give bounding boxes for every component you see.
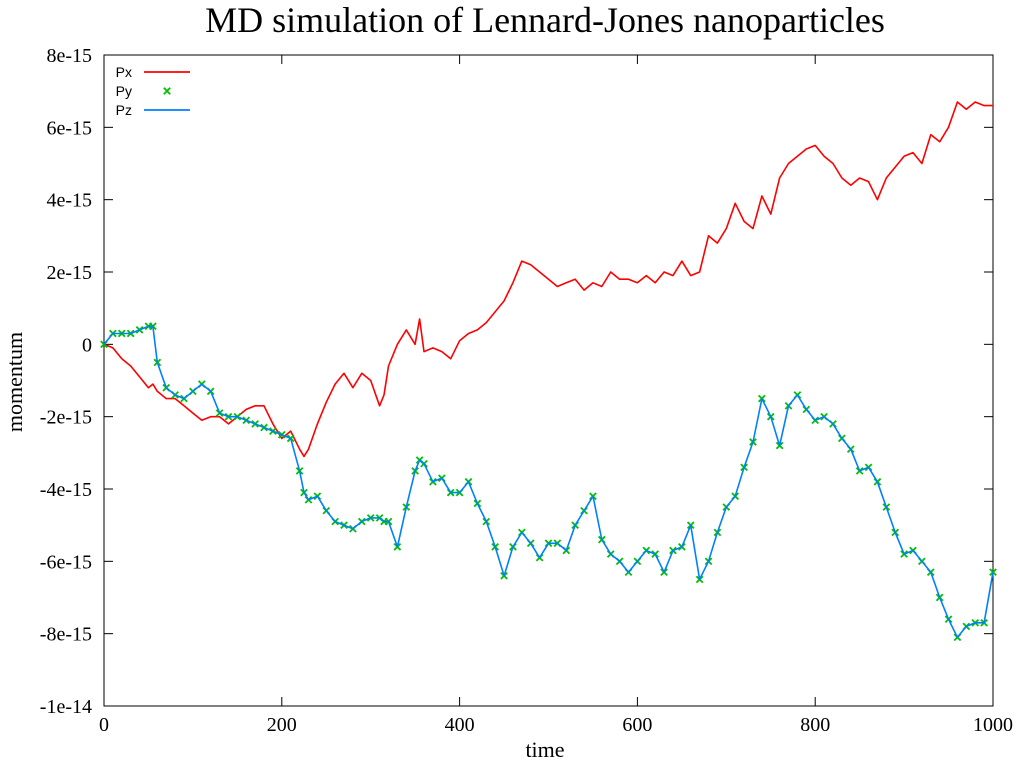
x-tick-label: 1000: [973, 714, 1013, 736]
y-tick-label: -6e-15: [40, 551, 92, 573]
y-tick-label: -4e-15: [40, 479, 92, 501]
y-tick-label: -2e-15: [40, 407, 92, 429]
series-pz: [103, 325, 994, 639]
x-axis-ticks: 0 200 400 600 800 1000: [99, 55, 1013, 736]
legend-label-px: Px: [116, 64, 132, 80]
series-px-line: [103, 101, 993, 458]
x-tick-label: 600: [622, 714, 652, 736]
x-tick-label: 800: [800, 714, 830, 736]
chart-title: MD simulation of Lennard-Jones nanoparti…: [205, 0, 885, 40]
series-px: [103, 101, 993, 458]
series-py-point: [989, 568, 997, 577]
y-tick-label: -1e-14: [40, 696, 92, 718]
y-axis-label: momentum: [2, 332, 27, 432]
y-tick-label: -8e-15: [40, 624, 92, 646]
plot-border: [103, 54, 994, 707]
y-axis-ticks: 8e-15 6e-15 4e-15 2e-15 0 -2e-15 -4e-15 -6e-15 -…: [40, 45, 993, 718]
legend-label-pz: Pz: [116, 102, 132, 118]
series-py: [100, 322, 997, 642]
y-tick-label: 6e-15: [46, 117, 92, 139]
y-tick-label: 4e-15: [46, 190, 92, 212]
plot-frame: [103, 54, 994, 707]
y-tick-label: 2e-15: [46, 262, 92, 284]
legend-label-py: Py: [116, 83, 132, 99]
legend: Px Py Pz: [116, 64, 190, 118]
series-pz-line: [103, 325, 994, 639]
series-layer: [100, 101, 997, 642]
y-tick-label: 8e-15: [46, 45, 92, 67]
x-tick-label: 200: [267, 714, 297, 736]
x-tick-label: 400: [445, 714, 475, 736]
x-axis-label: time: [525, 737, 564, 762]
legend-swatch-py: [163, 87, 171, 95]
y-tick-label: 0: [82, 334, 92, 356]
x-tick-label: 0: [99, 714, 109, 736]
